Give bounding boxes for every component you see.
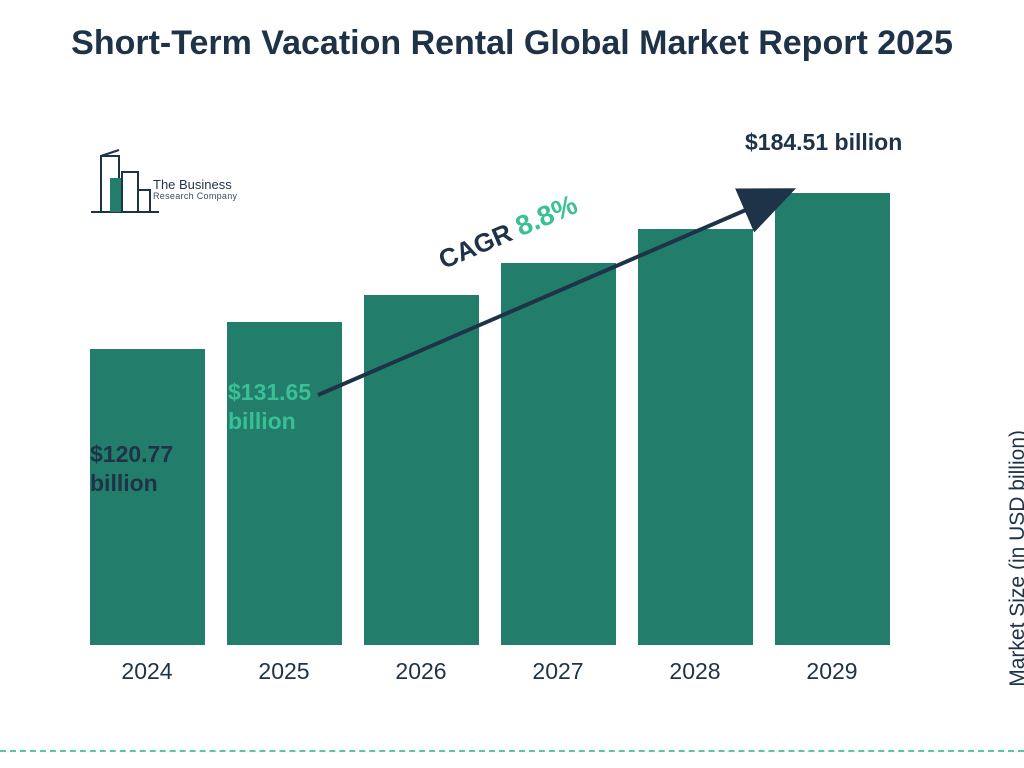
bar-2025 [227,322,342,645]
xlabel-2025: 2025 [219,658,349,685]
bar-2028 [638,229,753,646]
value-2025-text: $131.65 billion [228,379,311,434]
footer-divider [0,750,1024,752]
y-axis-label: Market Size (in USD billion) [1006,430,1024,687]
value-2029: $184.51 billion [745,128,955,157]
xlabel-2028: 2028 [630,658,760,685]
bar-2027 [501,263,616,645]
xlabel-2024: 2024 [82,658,212,685]
xlabel-2029: 2029 [767,658,897,685]
value-2029-text: $184.51 billion [745,129,902,155]
bar-2029 [775,193,890,645]
value-2024-text: $120.77 billion [90,441,173,496]
xlabel-2026: 2026 [356,658,486,685]
value-2025: $131.65 billion [228,378,348,436]
value-2024: $120.77 billion [90,440,210,498]
xlabel-2027: 2027 [493,658,623,685]
page-title: Short-Term Vacation Rental Global Market… [0,22,1024,65]
chart-stage: Short-Term Vacation Rental Global Market… [0,0,1024,768]
bar-2026 [364,295,479,645]
